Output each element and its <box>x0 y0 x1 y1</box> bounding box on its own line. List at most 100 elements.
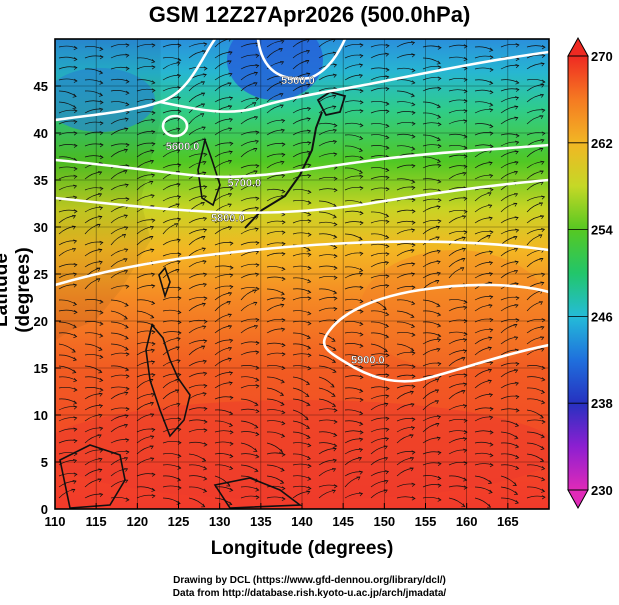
streamline <box>240 318 259 323</box>
streamline-arrowhead <box>385 252 390 257</box>
streamline-arrowhead <box>281 327 286 332</box>
streamline <box>84 354 103 358</box>
streamline <box>136 219 155 224</box>
streamline <box>370 284 389 290</box>
streamline <box>136 321 155 327</box>
streamline-arrowhead <box>281 266 286 272</box>
streamline-arrowhead <box>540 215 545 220</box>
streamline <box>188 229 207 235</box>
streamline <box>344 145 363 152</box>
y-tick-label: 0 <box>41 502 48 517</box>
streamline <box>136 486 155 491</box>
streamline-arrowhead <box>123 148 129 153</box>
streamline-arrowhead <box>359 321 364 327</box>
streamline-arrowhead <box>541 195 546 200</box>
y-axis-label: Latitude (degrees) <box>0 247 34 333</box>
streamline-arrowhead <box>255 130 260 135</box>
streamline <box>318 106 336 114</box>
streamline-arrowhead <box>307 219 312 224</box>
streamline <box>188 453 206 462</box>
y-tick-label: 20 <box>34 314 48 329</box>
streamline-arrowhead <box>73 108 78 114</box>
streamline <box>526 398 545 404</box>
streamline-arrowhead <box>539 414 544 419</box>
streamline-arrowhead <box>125 352 130 357</box>
streamline <box>188 236 205 246</box>
asia-land <box>55 39 161 341</box>
streamline-arrowhead <box>202 260 207 265</box>
streamline-arrowhead <box>99 142 104 148</box>
streamline <box>84 216 102 224</box>
streamline-arrowhead <box>411 68 416 73</box>
streamline-arrowhead <box>177 485 182 490</box>
streamline-arrowhead <box>513 192 519 197</box>
streamline <box>110 149 128 158</box>
streamline-arrowhead <box>226 482 231 487</box>
streamline-arrowhead <box>255 350 260 355</box>
streamline <box>58 417 77 422</box>
streamline-arrowhead <box>281 496 286 502</box>
streamline <box>370 44 390 48</box>
streamline-arrowhead <box>385 416 390 421</box>
streamline <box>240 287 260 290</box>
streamline <box>214 151 233 158</box>
streamline-arrowhead <box>307 486 312 491</box>
streamline-arrowhead <box>255 384 260 389</box>
streamline-arrowhead <box>411 332 416 337</box>
streamline-arrowhead <box>97 478 102 483</box>
streamline <box>214 160 232 169</box>
streamline <box>266 420 285 425</box>
streamline-arrowhead <box>281 486 286 491</box>
streamline <box>396 111 416 114</box>
streamline-arrowhead <box>255 409 260 414</box>
streamline-arrowhead <box>487 346 492 351</box>
streamline <box>292 164 311 169</box>
streamline-arrowhead <box>123 423 129 428</box>
streamline <box>526 215 544 224</box>
streamline-arrowhead <box>385 167 390 173</box>
streamline-arrowhead <box>73 119 78 124</box>
streamline <box>162 418 181 422</box>
streamline <box>318 448 337 455</box>
streamline-arrowhead <box>72 105 77 110</box>
streamline <box>526 431 545 438</box>
streamline <box>110 164 129 169</box>
streamline-arrowhead <box>461 357 466 361</box>
streamline-arrowhead <box>461 236 466 241</box>
streamline <box>240 64 259 70</box>
streamline-arrowhead <box>73 333 78 339</box>
streamline-arrowhead <box>255 495 260 500</box>
streamline-arrowhead <box>411 179 416 184</box>
streamline <box>136 88 156 92</box>
streamline <box>422 112 441 118</box>
streamline <box>162 373 181 378</box>
streamline <box>240 376 259 381</box>
streamline-arrowhead <box>150 248 155 253</box>
streamline-arrowhead <box>228 371 234 376</box>
streamline <box>474 217 493 224</box>
streamline <box>58 101 77 109</box>
streamline <box>370 299 387 310</box>
streamline-arrowhead <box>151 494 156 499</box>
streamline <box>422 362 441 367</box>
streamline-arrowhead <box>99 377 104 383</box>
streamline <box>448 461 467 466</box>
streamline <box>500 395 519 400</box>
streamline <box>266 297 286 301</box>
streamline-arrowhead <box>411 301 416 306</box>
streamline <box>474 380 492 389</box>
streamline-arrowhead <box>333 296 338 301</box>
streamline <box>396 385 415 389</box>
streamline <box>448 165 467 169</box>
streamline <box>500 161 519 169</box>
streamline-arrowhead <box>435 279 440 284</box>
streamline <box>162 218 181 224</box>
streamline-arrowhead <box>280 128 285 133</box>
streamline-arrowhead <box>385 43 390 48</box>
streamline-arrowhead <box>72 93 77 98</box>
streamline <box>370 428 389 433</box>
streamline-arrowhead <box>538 234 543 239</box>
streamline-arrowhead <box>281 343 286 348</box>
streamline-arrowhead <box>201 236 206 240</box>
streamline-arrowhead <box>463 66 468 71</box>
